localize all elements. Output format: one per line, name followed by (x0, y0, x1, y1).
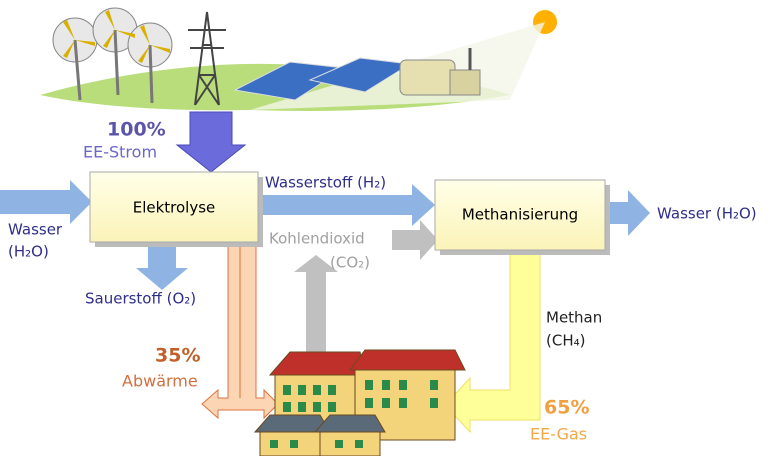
co2-up-arrow (294, 255, 338, 355)
input-percent: 100% (107, 119, 166, 141)
oxygen-arrow (136, 243, 188, 290)
node-box (89, 171, 259, 243)
flow-label: (CO₂) (330, 254, 370, 272)
water-in-arrow (0, 180, 92, 224)
flow-label: (CH₄) (546, 332, 585, 350)
flow-label: Methan (546, 309, 602, 327)
power-arrow (175, 111, 247, 173)
gas-percent: 65% (544, 397, 589, 419)
hydrogen-arrow (258, 184, 435, 226)
flow-label: Wasserstoff (H₂) (265, 174, 386, 192)
input-label: EE-Strom (83, 143, 157, 162)
heat-label: Abwärme (122, 372, 198, 391)
energy-illustration (40, 7, 557, 111)
flow-label: (H₂O) (8, 243, 49, 261)
heat-percent: 35% (155, 345, 200, 367)
flow-label: Wasser (H₂O) (657, 205, 757, 223)
flow-label: Sauerstoff (O₂) (85, 290, 196, 308)
flow-label: Kohlendioxid (269, 230, 365, 248)
flow-label: Wasser (8, 221, 63, 239)
node-label: Elektrolyse (133, 199, 216, 217)
water-out-arrow (605, 190, 650, 236)
node-box (434, 179, 606, 251)
houses (253, 349, 466, 456)
co2-arrow (392, 220, 438, 260)
gas-label: EE-Gas (530, 425, 587, 444)
node-label: Methanisierung (462, 206, 578, 224)
methane-arrow (444, 249, 541, 434)
